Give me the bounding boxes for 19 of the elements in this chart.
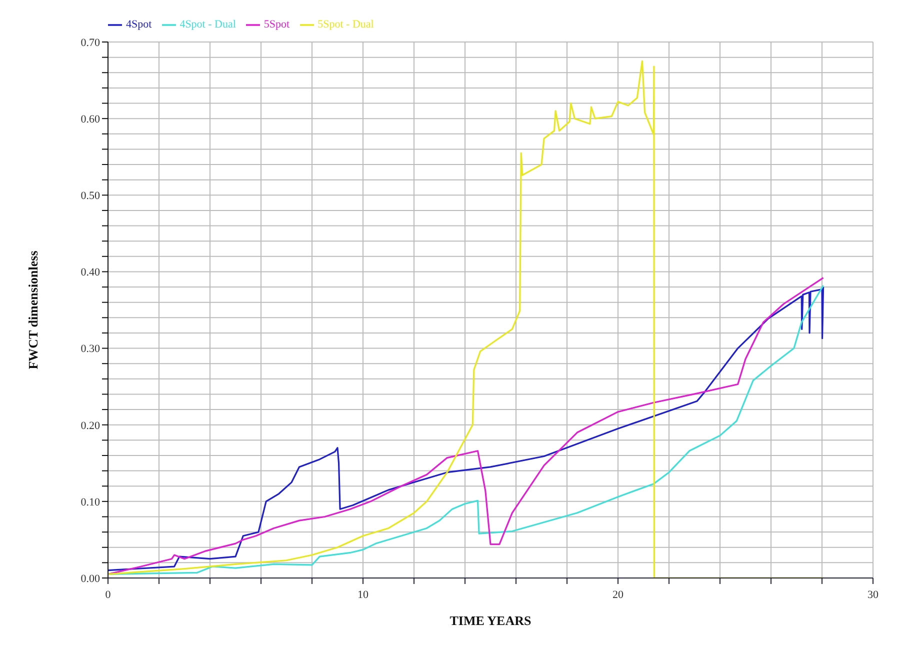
line-series: [108, 60, 824, 578]
legend-label: 5Spot: [264, 18, 290, 31]
x-tick-label: 30: [868, 589, 879, 601]
y-tick-label: 0.10: [80, 496, 100, 508]
legend-label: 5Spot - Dual: [318, 18, 374, 31]
y-tick-label: 0.30: [80, 343, 100, 356]
x-axis-title: TIME YEARS: [450, 613, 532, 628]
y-tick-label: 0.40: [80, 266, 100, 279]
y-tick-label: 0.00: [80, 572, 100, 585]
x-tick-label: 10: [358, 589, 369, 601]
x-tick-label: 0: [105, 589, 112, 601]
y-axis-title: FWCT dimensionless: [26, 250, 41, 370]
y-tick-label: 0.20: [80, 420, 100, 432]
y-tick-label: 0.50: [80, 190, 100, 202]
legend-label: 4Spot: [126, 18, 152, 31]
y-tick-label: 0.60: [80, 113, 100, 126]
x-tick-label: 20: [612, 589, 624, 601]
y-tick-label: 0.70: [80, 36, 100, 49]
legend-label: 4Spot - Dual: [180, 18, 236, 31]
